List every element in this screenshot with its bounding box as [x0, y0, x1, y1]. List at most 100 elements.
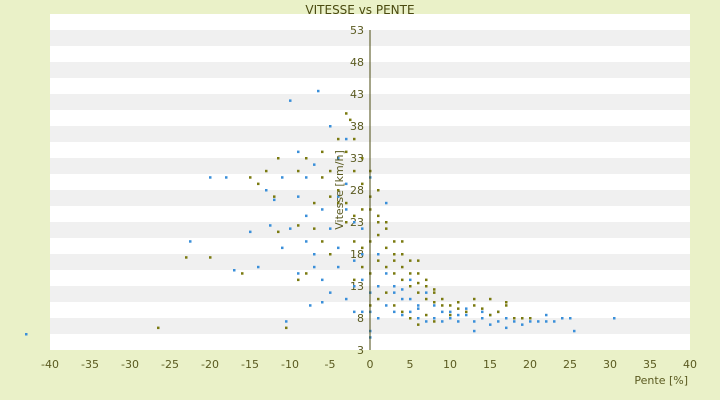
data-point	[289, 227, 292, 230]
data-point	[337, 265, 340, 269]
data-point	[613, 317, 616, 320]
data-point	[377, 221, 380, 224]
data-point	[361, 227, 364, 230]
data-point	[309, 304, 312, 307]
data-point	[305, 214, 308, 218]
x-tick-label: 15	[483, 358, 497, 371]
data-point	[361, 310, 364, 314]
data-point	[385, 272, 388, 275]
data-point	[425, 291, 428, 294]
x-tick-label: 10	[443, 358, 457, 371]
data-point	[265, 169, 268, 173]
data-point	[513, 320, 516, 323]
x-tick-label: 35	[643, 358, 657, 371]
data-point	[537, 320, 540, 323]
data-point	[417, 304, 420, 307]
data-point	[409, 285, 412, 288]
data-point	[353, 259, 356, 262]
data-point	[401, 240, 404, 243]
data-point	[489, 297, 492, 301]
data-point	[297, 278, 300, 282]
x-tick-label: -25	[161, 358, 179, 371]
data-point	[209, 256, 212, 259]
data-point	[25, 333, 28, 336]
data-point	[345, 208, 348, 211]
data-point	[249, 176, 252, 179]
data-point	[329, 291, 332, 294]
x-axis-label: Pente [%]	[634, 374, 688, 387]
data-point	[521, 317, 524, 320]
data-point	[465, 310, 468, 314]
data-point	[529, 317, 532, 320]
y-tick-label: 38	[350, 120, 364, 133]
data-point	[449, 304, 452, 307]
data-point	[425, 297, 428, 301]
data-point	[393, 310, 396, 314]
data-point	[385, 265, 388, 269]
data-point	[349, 118, 352, 122]
chart-title: VITESSE vs PENTE	[305, 3, 414, 17]
x-tick-label: 25	[563, 358, 577, 371]
data-point	[257, 265, 260, 269]
data-point	[417, 317, 420, 320]
data-point	[361, 246, 364, 250]
x-tick-label: -15	[241, 358, 259, 371]
data-point	[409, 317, 412, 320]
data-point	[297, 272, 300, 275]
data-point	[433, 301, 436, 304]
data-point	[393, 259, 396, 262]
y-axis-label: Vitesse [km/h]	[333, 150, 346, 230]
data-point	[393, 240, 396, 243]
data-point	[505, 304, 508, 307]
x-tick-label: -20	[201, 358, 219, 371]
data-point	[401, 253, 404, 256]
data-point	[225, 176, 228, 179]
data-point	[345, 137, 348, 141]
data-point	[497, 320, 500, 323]
data-point	[345, 112, 348, 115]
data-point	[361, 265, 364, 269]
data-point	[305, 157, 308, 160]
data-point	[305, 240, 308, 243]
data-point	[505, 301, 508, 304]
data-point	[273, 195, 276, 198]
data-point	[281, 176, 284, 179]
data-point	[377, 259, 380, 262]
data-point	[297, 169, 300, 173]
data-point	[297, 224, 300, 227]
data-point	[433, 304, 436, 307]
data-point	[433, 317, 436, 320]
data-point	[457, 307, 460, 310]
data-point	[465, 313, 468, 317]
data-point	[345, 182, 348, 186]
data-point	[529, 320, 532, 323]
data-point	[481, 310, 484, 314]
data-point	[505, 317, 508, 320]
data-point	[409, 259, 412, 262]
data-point	[449, 310, 452, 314]
data-point	[189, 240, 192, 243]
data-point	[297, 195, 300, 198]
data-point	[281, 246, 284, 250]
data-point	[321, 150, 324, 154]
data-point	[321, 278, 324, 282]
data-point	[433, 288, 436, 291]
data-point	[321, 301, 324, 304]
data-point	[361, 278, 364, 282]
x-tick-label: 20	[523, 358, 537, 371]
data-point	[409, 310, 412, 314]
data-point	[329, 253, 332, 256]
data-point	[345, 150, 348, 154]
data-point	[385, 201, 388, 205]
data-point	[345, 297, 348, 301]
data-point	[441, 320, 444, 323]
data-point	[385, 221, 388, 224]
data-point	[249, 230, 252, 234]
data-point	[353, 221, 356, 224]
data-point	[393, 272, 396, 275]
data-point	[473, 320, 476, 323]
x-tick-label: 40	[683, 358, 697, 371]
data-point	[353, 310, 356, 314]
x-tick-label: 0	[367, 358, 374, 371]
